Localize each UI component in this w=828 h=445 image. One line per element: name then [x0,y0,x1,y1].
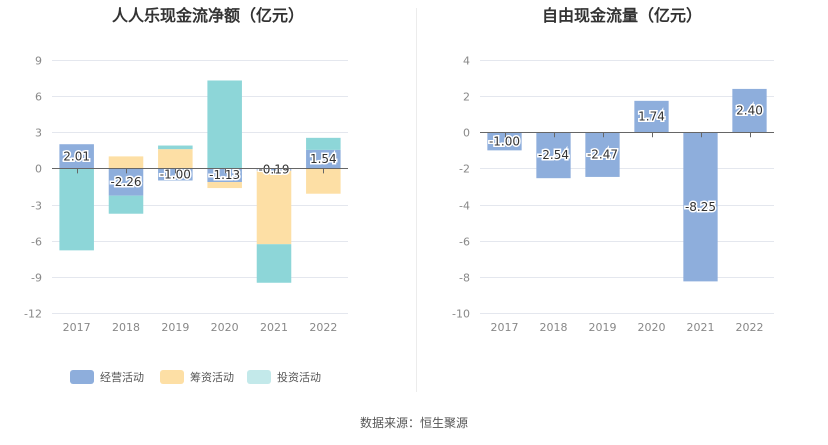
bar [306,137,341,150]
data-label: -2.26 [110,175,141,189]
bar [306,149,341,169]
x-tick-label: 2021 [260,321,288,334]
data-label: 2.01 [63,149,90,163]
cashflow-net-chart: -12 -9 -6 -3 0 3 6 9 2017 2.01 2018 -2.26 2019 -1.00 2… [24,55,348,334]
data-label: -1.00 [160,167,191,181]
y-tick-label: -4 [459,200,470,213]
y-tick-label: -9 [31,272,42,285]
bar [158,168,193,181]
free-cashflow-chart: -10 -8 -6 -4 -2 0 2 4 2017 -1.00 2018 -2.54 2019 -2.4… [452,55,774,334]
y-tick-label: 3 [35,127,42,140]
bar [487,132,522,151]
data-label: -2.47 [587,148,618,162]
data-label: -8.25 [685,200,716,214]
bar [256,170,292,245]
x-tick-label: 2021 [687,321,715,334]
bar [158,145,193,150]
data-label: -2.54 [538,148,569,162]
y-tick-label: -6 [31,236,42,249]
bar [59,168,94,251]
x-tick-label: 2020 [638,321,666,334]
y-tick-label: -8 [459,272,470,285]
y-tick-label: -10 [452,308,470,321]
bar [108,195,144,214]
legend-label: 经营活动 [100,370,144,384]
bar [732,88,767,133]
y-tick-label: 2 [463,91,470,104]
chart-title-left: 人人乐现金流净额（亿元） [112,6,304,25]
y-tick-label: -3 [31,200,42,213]
legend-swatch [70,370,94,384]
legend: 经营活动 筹资活动 投资活动 [70,370,321,384]
x-tick-label: 2022 [736,321,764,334]
data-label: 1.54 [310,152,337,166]
y-tick-label: -2 [459,163,470,176]
bar [634,100,669,133]
x-tick-label: 2020 [211,321,239,334]
bar [207,182,242,189]
data-label: 1.74 [638,110,665,124]
y-tick-label: 4 [463,55,470,68]
bar [158,149,193,169]
x-tick-label: 2017 [491,321,519,334]
x-tick-label: 2017 [63,321,91,334]
y-tick-label: -12 [24,308,42,321]
data-label: -1.00 [489,134,520,148]
data-source-note: 数据来源：恒生聚源 [359,416,468,430]
bar [536,132,571,179]
legend-label: 筹资活动 [190,370,234,384]
bar [683,132,718,282]
x-tick-label: 2018 [112,321,140,334]
bar [207,80,242,169]
x-tick-label: 2018 [540,321,568,334]
x-tick-label: 2022 [309,321,337,334]
x-tick-label: 2019 [161,321,189,334]
bar [256,244,292,283]
bar [207,168,242,183]
data-label: 2.40 [736,104,763,118]
bar [108,156,144,169]
y-tick-label: 9 [35,55,42,68]
legend-swatch [247,370,271,384]
x-tick-label: 2019 [589,321,617,334]
bar [585,132,620,177]
y-tick-label: 0 [463,127,470,140]
y-tick-label: 0 [35,163,42,176]
y-tick-label: 6 [35,91,42,104]
legend-swatch [160,370,184,384]
bar [59,144,94,169]
data-label: -1.13 [209,168,240,182]
legend-label: 投资活动 [277,370,321,384]
y-tick-label: -6 [459,236,470,249]
chart-title-right: 自由现金流量（亿元） [542,6,702,25]
